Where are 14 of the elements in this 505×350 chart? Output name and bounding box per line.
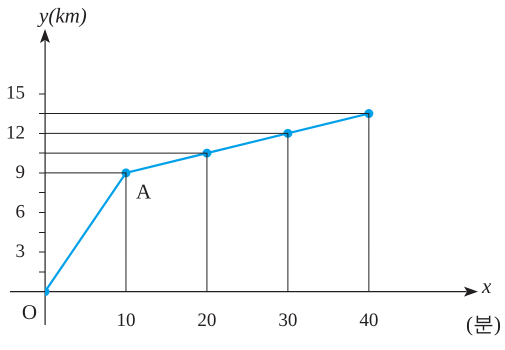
y-tick-label: 15 xyxy=(6,82,25,104)
y-tick-label: 6 xyxy=(16,201,25,222)
y-tick-label: 3 xyxy=(16,241,25,262)
x-tick-label: 40 xyxy=(359,310,378,332)
text: (분) xyxy=(466,312,501,336)
x-axis-title: x xyxy=(481,274,492,298)
y-axis-title: y(km) xyxy=(37,4,87,28)
x-tick-label: 10 xyxy=(116,310,136,332)
y-tick-label: 9 xyxy=(16,162,25,183)
annotation: A xyxy=(136,179,152,204)
x-tick-label: 30 xyxy=(278,310,298,332)
y-tick-label: 12 xyxy=(6,122,25,144)
annotation: O xyxy=(22,300,37,324)
x-tick-label: 20 xyxy=(197,310,216,332)
